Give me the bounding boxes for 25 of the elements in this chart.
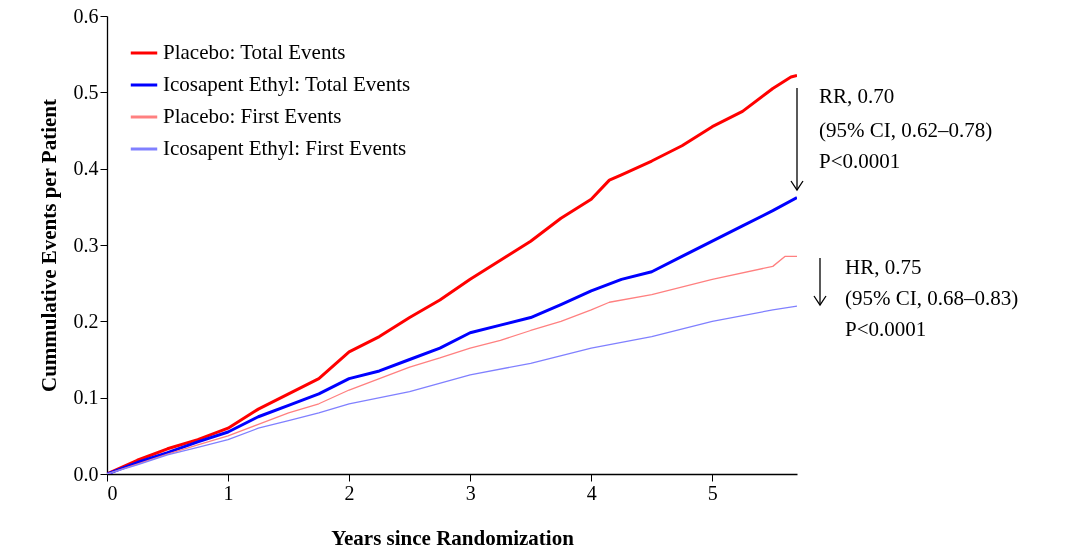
y-tick-label: 0.6 — [73, 4, 99, 27]
text: HR, 0.75 — [845, 255, 922, 279]
x-tick-label: 0 — [107, 481, 118, 504]
legend-label: Icosapent Ethyl: First Events — [163, 136, 407, 160]
y-tick-label: 0.1 — [73, 386, 99, 409]
y-axis-title: Cummulative Events per Patient — [36, 98, 61, 393]
x-tick-label: 3 — [465, 481, 476, 504]
text: P<0.0001 — [845, 317, 927, 341]
x-tick-label: 1 — [223, 481, 234, 504]
x-tick-label: 4 — [586, 481, 597, 504]
y-tick-label: 0.4 — [73, 157, 99, 180]
text: (95% CI, 0.68–0.83) — [845, 286, 1019, 310]
text: RR, 0.70 — [819, 84, 895, 108]
legend-label: Icosapent Ethyl: Total Events — [163, 72, 411, 96]
y-tick-label: 0.3 — [73, 233, 99, 256]
legend-label: Placebo: First Events — [163, 104, 342, 128]
text: (95% CI, 0.62–0.78) — [819, 118, 993, 142]
y-tick-label: 0.0 — [73, 462, 99, 485]
legend-label: Placebo: Total Events — [163, 40, 346, 64]
text: P<0.0001 — [819, 149, 901, 173]
x-tick-label: 2 — [344, 481, 355, 504]
y-tick-label: 0.5 — [73, 80, 99, 103]
x-tick-label: 5 — [707, 481, 718, 504]
x-axis-title: Years since Randomization — [331, 525, 575, 550]
y-tick-label: 0.2 — [73, 309, 99, 332]
